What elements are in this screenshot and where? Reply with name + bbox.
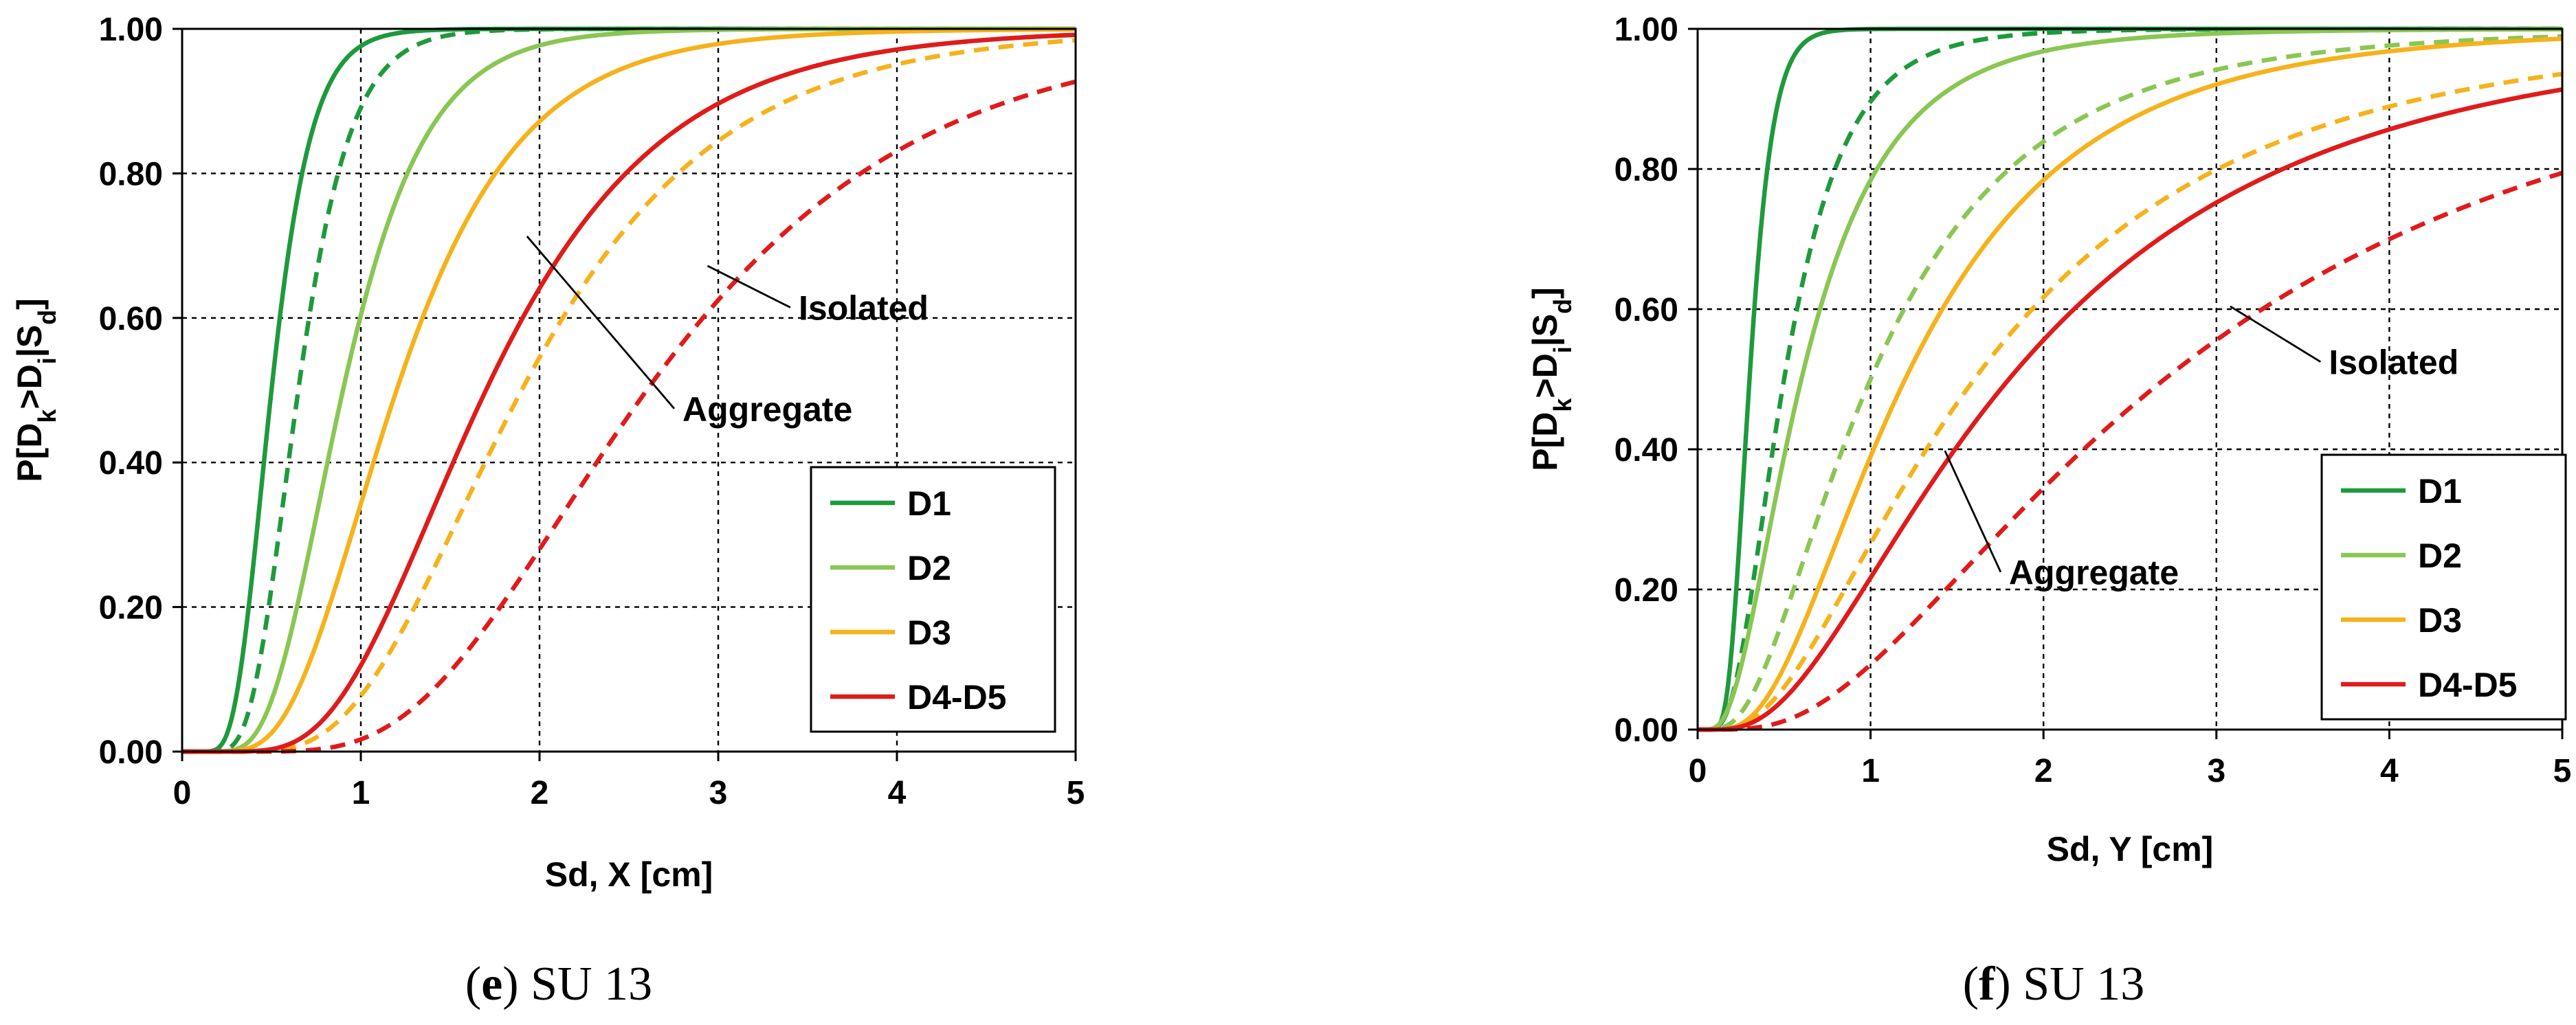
series-line-d3-aggregate bbox=[182, 27, 1076, 754]
y-tick-label: 0.20 bbox=[1614, 572, 1678, 609]
annotation-isolated: Isolated bbox=[799, 289, 929, 328]
x-tick-label: 4 bbox=[888, 775, 907, 811]
series-line-d3-isolated bbox=[182, 38, 1076, 754]
annotation-isolated: Isolated bbox=[2329, 343, 2458, 382]
y-tick-label: 0.40 bbox=[99, 445, 163, 482]
x-tick-label: 0 bbox=[173, 775, 192, 811]
panel-e-caption: (e) SU 13 bbox=[465, 958, 652, 1011]
y-tick-label: 0.00 bbox=[1614, 712, 1678, 749]
annotation-leader-isolated bbox=[2230, 305, 2322, 363]
plot-frame bbox=[1696, 27, 2564, 731]
series-line-d3-isolated bbox=[1697, 71, 2563, 732]
legend-label-d4-d5: D4-D5 bbox=[2418, 666, 2517, 704]
y-tick-label: 0.80 bbox=[1614, 152, 1678, 188]
annotation-aggregate: Aggregate bbox=[682, 390, 852, 429]
panel-f-caption: (f) SU 13 bbox=[1963, 958, 2144, 1011]
series-line-d1-isolated bbox=[182, 26, 1076, 754]
series-line-d2-isolated bbox=[1697, 34, 2563, 732]
legend-label-d4-d5: D4-D5 bbox=[907, 678, 1006, 717]
y-axis-title: P[Dk>Di|Sd] bbox=[10, 298, 61, 482]
legend-label-d1: D1 bbox=[907, 484, 951, 523]
panel-e: 0 1 2 3 4 5 0.00 0.20 0.40 0.60 0.80 1.00 Sd, X [cm]… bbox=[10, 12, 1085, 894]
legend-label-d2: D2 bbox=[2418, 537, 2462, 575]
x-tick-label: 0 bbox=[1689, 753, 1707, 789]
x-tick-label: 2 bbox=[531, 775, 549, 811]
x-tick-label: 2 bbox=[2034, 753, 2053, 789]
annotation-aggregate: Aggregate bbox=[2009, 554, 2179, 592]
legend-box bbox=[810, 466, 1056, 733]
x-axis-title: Sd, Y [cm] bbox=[2047, 830, 2214, 868]
y-axis-title: P[Dk>Di|Sd] bbox=[1526, 287, 1577, 471]
x-tick-label: 4 bbox=[2380, 753, 2399, 789]
series-line-d4-d5-aggregate bbox=[182, 32, 1076, 754]
y-tick-label: 0.40 bbox=[1614, 432, 1678, 469]
annotation-leader-aggregate bbox=[1944, 450, 2002, 573]
legend-label-d2: D2 bbox=[907, 549, 951, 587]
legend-label-d3: D3 bbox=[2418, 601, 2462, 640]
y-tick-label: 1.00 bbox=[99, 12, 163, 48]
series-line-d4-d5-isolated bbox=[1697, 170, 2563, 732]
plot-frame bbox=[181, 27, 1077, 753]
series-line-d4-d5-aggregate bbox=[1697, 87, 2563, 732]
legend-label-d1: D1 bbox=[2418, 472, 2462, 510]
y-tick-label: 1.00 bbox=[1614, 12, 1678, 48]
x-tick-label: 5 bbox=[1067, 775, 1085, 811]
y-tick-label: 0.00 bbox=[99, 734, 163, 771]
y-tick-label: 0.60 bbox=[1614, 292, 1678, 328]
annotation-leader-isolated bbox=[707, 264, 791, 308]
series-line-d4-d5-isolated bbox=[182, 79, 1076, 754]
y-tick-label: 0.20 bbox=[99, 590, 163, 627]
panel-f: 0 1 2 3 4 5 0.00 0.20 0.40 0.60 0.80 1.00 Sd, Y [cm]… bbox=[1526, 12, 2571, 868]
x-tick-label: 1 bbox=[352, 775, 370, 811]
x-axis-title: Sd, X [cm] bbox=[545, 855, 713, 894]
y-tick-label: 0.80 bbox=[99, 156, 163, 192]
y-tick-label: 0.60 bbox=[99, 301, 163, 337]
x-tick-label: 3 bbox=[709, 775, 728, 811]
x-tick-label: 5 bbox=[2553, 753, 2572, 789]
annotation-leader-aggregate bbox=[526, 236, 676, 409]
x-tick-label: 3 bbox=[2207, 753, 2225, 789]
legend-label-d3: D3 bbox=[907, 613, 951, 652]
series-line-d3-aggregate bbox=[1697, 36, 2563, 732]
legend-box bbox=[2320, 453, 2567, 721]
x-tick-label: 1 bbox=[1861, 753, 1880, 789]
